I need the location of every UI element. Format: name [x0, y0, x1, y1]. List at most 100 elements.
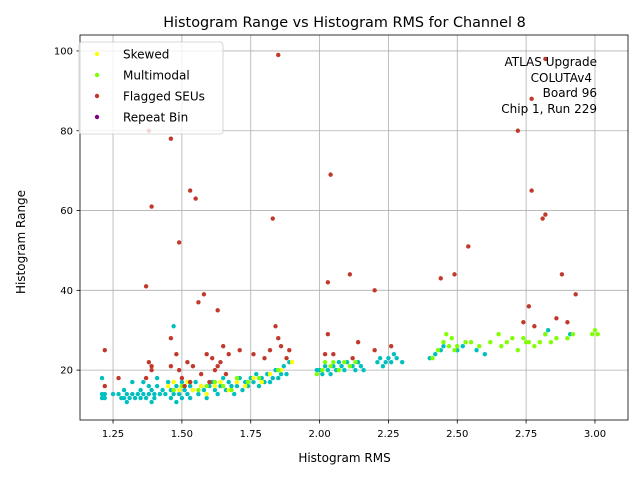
- data-point: [328, 363, 333, 369]
- data-point: [383, 359, 388, 365]
- data-point: [276, 52, 281, 58]
- data-point: [358, 363, 364, 369]
- data-point: [281, 363, 286, 369]
- data-point: [353, 359, 358, 365]
- data-point: [342, 367, 347, 373]
- data-point: [452, 347, 457, 353]
- data-point: [322, 351, 328, 357]
- data-point: [331, 359, 336, 365]
- data-point: [182, 387, 187, 393]
- data-point: [543, 212, 548, 217]
- legend-label: Flagged SEUs: [123, 90, 205, 104]
- data-point: [394, 355, 399, 361]
- data-point: [595, 332, 600, 337]
- data-point: [127, 395, 132, 401]
- data-point: [256, 375, 262, 381]
- data-point: [190, 363, 196, 369]
- data-point: [543, 332, 548, 337]
- data-point: [132, 395, 138, 401]
- data-point: [152, 395, 157, 401]
- data-point: [121, 387, 127, 393]
- data-point: [174, 351, 179, 357]
- data-point: [388, 359, 394, 365]
- annotation-line: Chip 1, Run 229: [501, 102, 597, 116]
- data-point: [449, 336, 454, 341]
- data-point: [455, 343, 460, 349]
- data-point: [220, 383, 226, 389]
- axis-ticks: 1.25 1.50 1.75 2.00 2.25 2.50 2.75 3.00 20 40 60 80…: [54, 46, 606, 440]
- data-point: [212, 383, 218, 389]
- x-tick-label: 2.75: [515, 429, 537, 440]
- data-point: [284, 355, 289, 361]
- x-tick-label: 3.00: [584, 429, 606, 440]
- y-axis-label: Histogram Range: [14, 190, 28, 294]
- legend-box: [78, 41, 224, 135]
- data-point: [284, 371, 289, 377]
- data-point: [99, 375, 105, 381]
- data-point: [466, 244, 471, 249]
- data-point: [565, 336, 570, 341]
- data-point: [102, 391, 107, 397]
- data-point: [515, 347, 521, 353]
- data-point: [251, 379, 256, 385]
- data-point: [190, 387, 196, 393]
- data-point: [444, 332, 449, 337]
- data-point: [146, 359, 152, 365]
- legend-marker: [94, 93, 100, 99]
- data-point: [212, 387, 218, 393]
- data-point: [149, 367, 154, 373]
- data-point: [110, 391, 116, 397]
- data-point: [336, 359, 342, 365]
- data-point: [157, 391, 163, 397]
- data-point: [163, 391, 168, 397]
- data-point: [168, 363, 174, 369]
- data-point: [256, 383, 262, 389]
- annotation-line: Board 96: [543, 86, 597, 100]
- data-point: [380, 363, 386, 369]
- data-point: [179, 375, 185, 381]
- data-point: [347, 363, 353, 369]
- data-point: [267, 379, 273, 385]
- data-point: [510, 336, 515, 341]
- data-point: [220, 343, 226, 349]
- series-flagged-seus: [102, 52, 578, 389]
- data-point: [452, 272, 457, 277]
- data-point: [187, 188, 193, 193]
- data-point: [320, 371, 325, 377]
- data-point: [399, 359, 405, 365]
- data-point: [322, 359, 328, 365]
- data-point: [537, 340, 543, 345]
- x-tick-label: 1.50: [171, 429, 193, 440]
- data-point: [336, 367, 342, 373]
- data-point: [196, 387, 201, 393]
- data-point: [372, 347, 377, 353]
- data-point: [187, 383, 193, 389]
- data-point: [204, 391, 209, 397]
- data-point: [187, 395, 193, 401]
- x-tick-label: 2.50: [446, 429, 468, 440]
- legend-label: Repeat Bin: [123, 111, 188, 125]
- data-point: [154, 375, 160, 381]
- legend-marker: [94, 51, 100, 57]
- data-point: [146, 383, 152, 389]
- data-point: [121, 395, 127, 401]
- data-point: [212, 367, 218, 373]
- data-point: [287, 347, 292, 353]
- data-point: [176, 391, 182, 397]
- data-point: [529, 188, 534, 193]
- data-point: [433, 351, 438, 357]
- data-point: [204, 395, 209, 401]
- data-point: [435, 347, 441, 353]
- data-point: [386, 355, 391, 361]
- data-point: [237, 347, 242, 353]
- data-point: [176, 387, 182, 393]
- annotation-line: ATLAS Upgrade: [504, 55, 597, 69]
- data-point: [152, 391, 157, 397]
- data-point: [198, 371, 204, 377]
- data-point: [545, 328, 551, 333]
- data-point: [212, 379, 218, 385]
- data-point: [168, 136, 174, 141]
- data-point: [193, 379, 198, 385]
- data-point: [441, 340, 446, 345]
- data-point: [391, 351, 397, 357]
